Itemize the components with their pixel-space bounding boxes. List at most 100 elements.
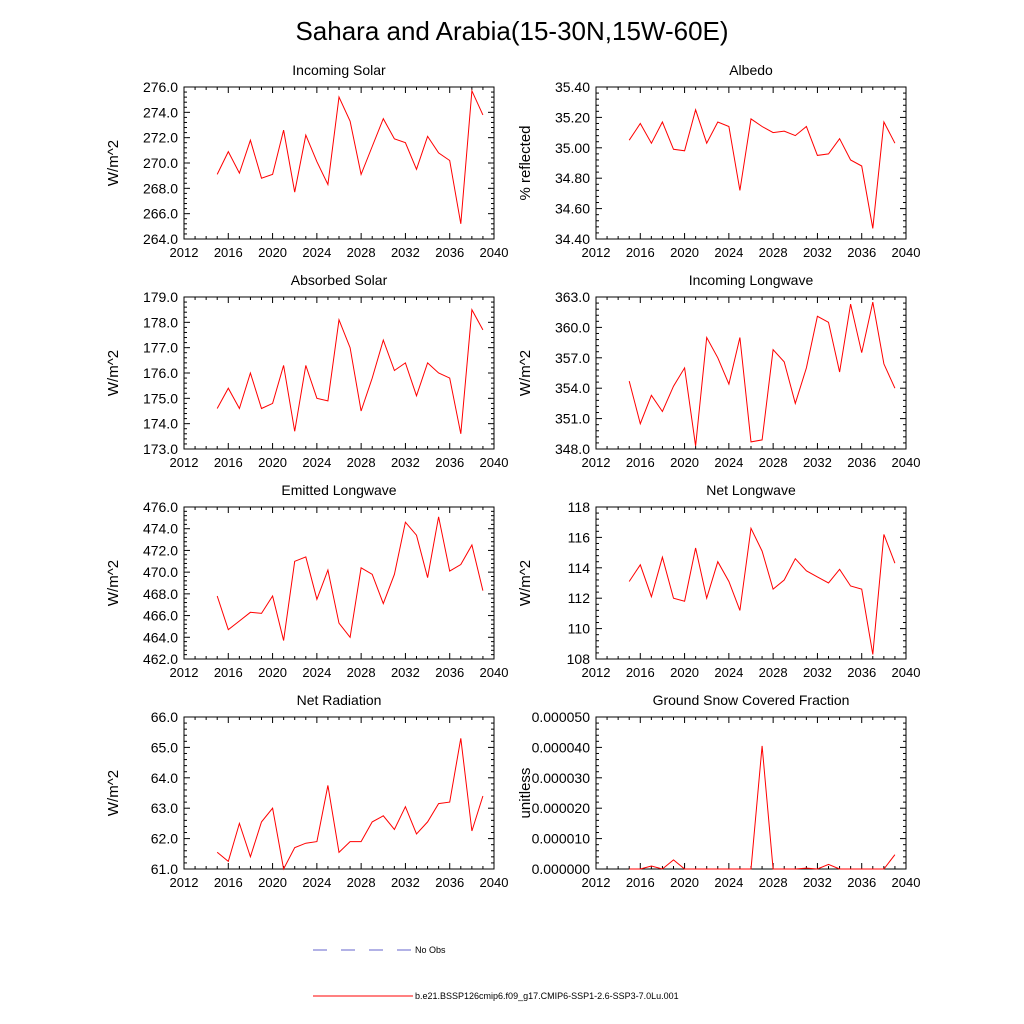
x-tick-label: 2028 <box>759 245 788 260</box>
series-line <box>216 516 484 641</box>
panel-title: Incoming Solar <box>292 62 386 78</box>
x-tick-label: 2036 <box>435 875 464 890</box>
x-tick-label: 2040 <box>892 665 921 680</box>
x-tick-label: 2012 <box>582 875 611 890</box>
x-tick-label: 2032 <box>391 665 420 680</box>
panel-emitted-longwave: Emitted Longwave W/m^2 2012 2016 2020 2024 202… <box>105 482 508 680</box>
x-tick-label: 2016 <box>214 665 243 680</box>
y-tick-label: 266.0 <box>143 206 178 222</box>
y-axis-label: W/m^2 <box>105 770 122 816</box>
x-tick-label: 2016 <box>214 875 243 890</box>
y-tick-label: 0.000000 <box>532 861 591 877</box>
y-tick-label: 110 <box>568 621 591 637</box>
y-tick-label: 62.0 <box>151 831 178 847</box>
x-tick-label: 2024 <box>714 665 743 680</box>
y-tick-label: 65.0 <box>151 739 178 755</box>
y-tick-label: 173.0 <box>143 441 178 457</box>
y-tick-label: 272.0 <box>143 130 178 146</box>
x-tick-label: 2020 <box>670 665 699 680</box>
panel-title: Net Longwave <box>706 482 796 498</box>
y-tick-label: 474.0 <box>143 521 178 537</box>
y-tick-label: 35.20 <box>555 109 590 125</box>
y-axis-label: W/m^2 <box>517 350 534 396</box>
x-tick-label: 2032 <box>803 245 832 260</box>
x-tick-label: 2012 <box>170 875 199 890</box>
y-tick-label: 35.40 <box>555 79 590 95</box>
y-tick-label: 118 <box>568 499 591 515</box>
x-tick-label: 2024 <box>714 455 743 470</box>
y-tick-label: 470.0 <box>143 564 178 580</box>
x-tick-label: 2016 <box>626 875 655 890</box>
series-line <box>216 738 484 871</box>
legend-item-obs: No Obs <box>313 945 446 955</box>
x-tick-label: 2028 <box>759 455 788 470</box>
x-tick-label: 2040 <box>480 665 509 680</box>
y-tick-label: 264.0 <box>143 231 178 247</box>
x-tick-label: 2040 <box>892 875 921 890</box>
y-tick-label: 177.0 <box>143 340 178 356</box>
y-tick-label: 472.0 <box>143 542 178 558</box>
x-tick-label: 2028 <box>759 875 788 890</box>
x-tick-label: 2036 <box>435 245 464 260</box>
x-tick-label: 2024 <box>302 875 331 890</box>
panel-title: Emitted Longwave <box>281 482 396 498</box>
panel-albedo: Albedo % reflected 2012 2016 2020 2024 2028 203… <box>517 62 920 260</box>
legend-obs-label: No Obs <box>415 945 446 955</box>
y-tick-label: 0.000040 <box>532 739 591 755</box>
y-tick-label: 34.80 <box>555 170 590 186</box>
y-tick-label: 175.0 <box>143 390 178 406</box>
x-tick-label: 2012 <box>170 245 199 260</box>
panel-title: Incoming Longwave <box>689 272 814 288</box>
x-tick-label: 2012 <box>582 665 611 680</box>
y-tick-label: 357.0 <box>555 350 590 366</box>
y-tick-label: 466.0 <box>143 608 178 624</box>
x-tick-label: 2036 <box>847 455 876 470</box>
x-tick-label: 2032 <box>391 455 420 470</box>
y-tick-label: 34.40 <box>555 231 590 247</box>
y-tick-label: 276.0 <box>143 79 178 95</box>
x-tick-label: 2024 <box>302 455 331 470</box>
y-tick-label: 476.0 <box>143 499 178 515</box>
x-tick-label: 2036 <box>435 455 464 470</box>
series-line <box>629 745 896 870</box>
panel-absorbed-solar: Absorbed Solar W/m^2 2012 2016 2020 2024 2028 2… <box>105 272 508 470</box>
x-tick-label: 2040 <box>892 455 921 470</box>
panel-incoming-solar: Incoming Solar W/m^2 2012 2016 2020 2024 2028 2… <box>105 62 508 260</box>
legend: No Obs b.e21.BSSP126cmip6.f09_g17.CMIP6-… <box>313 945 679 1001</box>
panel-title: Net Radiation <box>297 692 382 708</box>
x-tick-label: 2040 <box>480 245 509 260</box>
series-line <box>628 108 896 229</box>
panel-title: Absorbed Solar <box>291 272 388 288</box>
x-tick-label: 2028 <box>347 875 376 890</box>
y-tick-label: 176.0 <box>143 365 178 381</box>
x-tick-label: 2020 <box>670 875 699 890</box>
y-tick-label: 179.0 <box>143 289 178 305</box>
x-tick-label: 2020 <box>258 875 287 890</box>
y-axis-label: unitless <box>517 768 534 819</box>
x-tick-label: 2024 <box>302 665 331 680</box>
y-tick-label: 61.0 <box>151 861 178 877</box>
panel-ground-snow-covered-fraction: Ground Snow Covered Fraction unitless 2012… <box>517 692 920 890</box>
x-tick-label: 2040 <box>480 455 509 470</box>
y-tick-label: 178.0 <box>143 314 178 330</box>
x-tick-label: 2016 <box>626 245 655 260</box>
y-tick-label: 0.000010 <box>532 831 591 847</box>
x-tick-label: 2032 <box>803 875 832 890</box>
x-tick-label: 2020 <box>670 245 699 260</box>
y-tick-label: 64.0 <box>151 770 178 786</box>
y-tick-label: 351.0 <box>555 411 590 427</box>
y-axis-label: W/m^2 <box>105 350 122 396</box>
y-tick-label: 462.0 <box>143 651 178 667</box>
y-tick-label: 468.0 <box>143 586 178 602</box>
y-tick-label: 363.0 <box>555 289 590 305</box>
x-tick-label: 2032 <box>391 875 420 890</box>
series-line <box>216 88 484 224</box>
x-tick-label: 2024 <box>714 245 743 260</box>
x-tick-label: 2028 <box>347 665 376 680</box>
x-tick-label: 2016 <box>214 455 243 470</box>
x-tick-label: 2032 <box>391 245 420 260</box>
y-tick-label: 114 <box>568 560 591 576</box>
series-line <box>628 526 896 655</box>
y-tick-label: 354.0 <box>555 380 590 396</box>
